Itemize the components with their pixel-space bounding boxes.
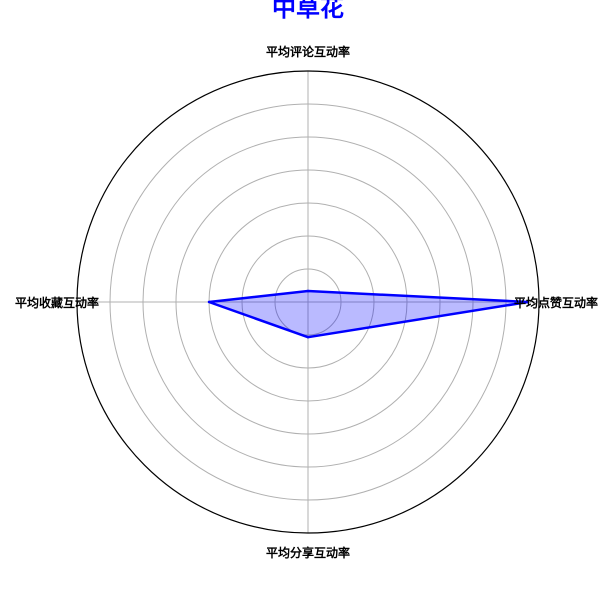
axis-label-favorites: 平均收藏互动率 [15, 295, 99, 310]
grid-layer [77, 71, 539, 533]
data-point-1 [526, 300, 530, 304]
chart-title: 中草花 [272, 0, 344, 22]
data-point-2 [306, 289, 310, 293]
series-area-1 [207, 289, 530, 339]
data-point-4 [306, 336, 310, 339]
polar-frame [76, 70, 540, 534]
axis-label-comments: 平均评论互动率 [266, 44, 350, 59]
data-point-3 [207, 300, 211, 304]
axis-label-likes: 平均点赞互动率 [514, 295, 598, 310]
series-layer [207, 289, 530, 339]
axis-label-shares: 平均分享互动率 [266, 545, 350, 560]
